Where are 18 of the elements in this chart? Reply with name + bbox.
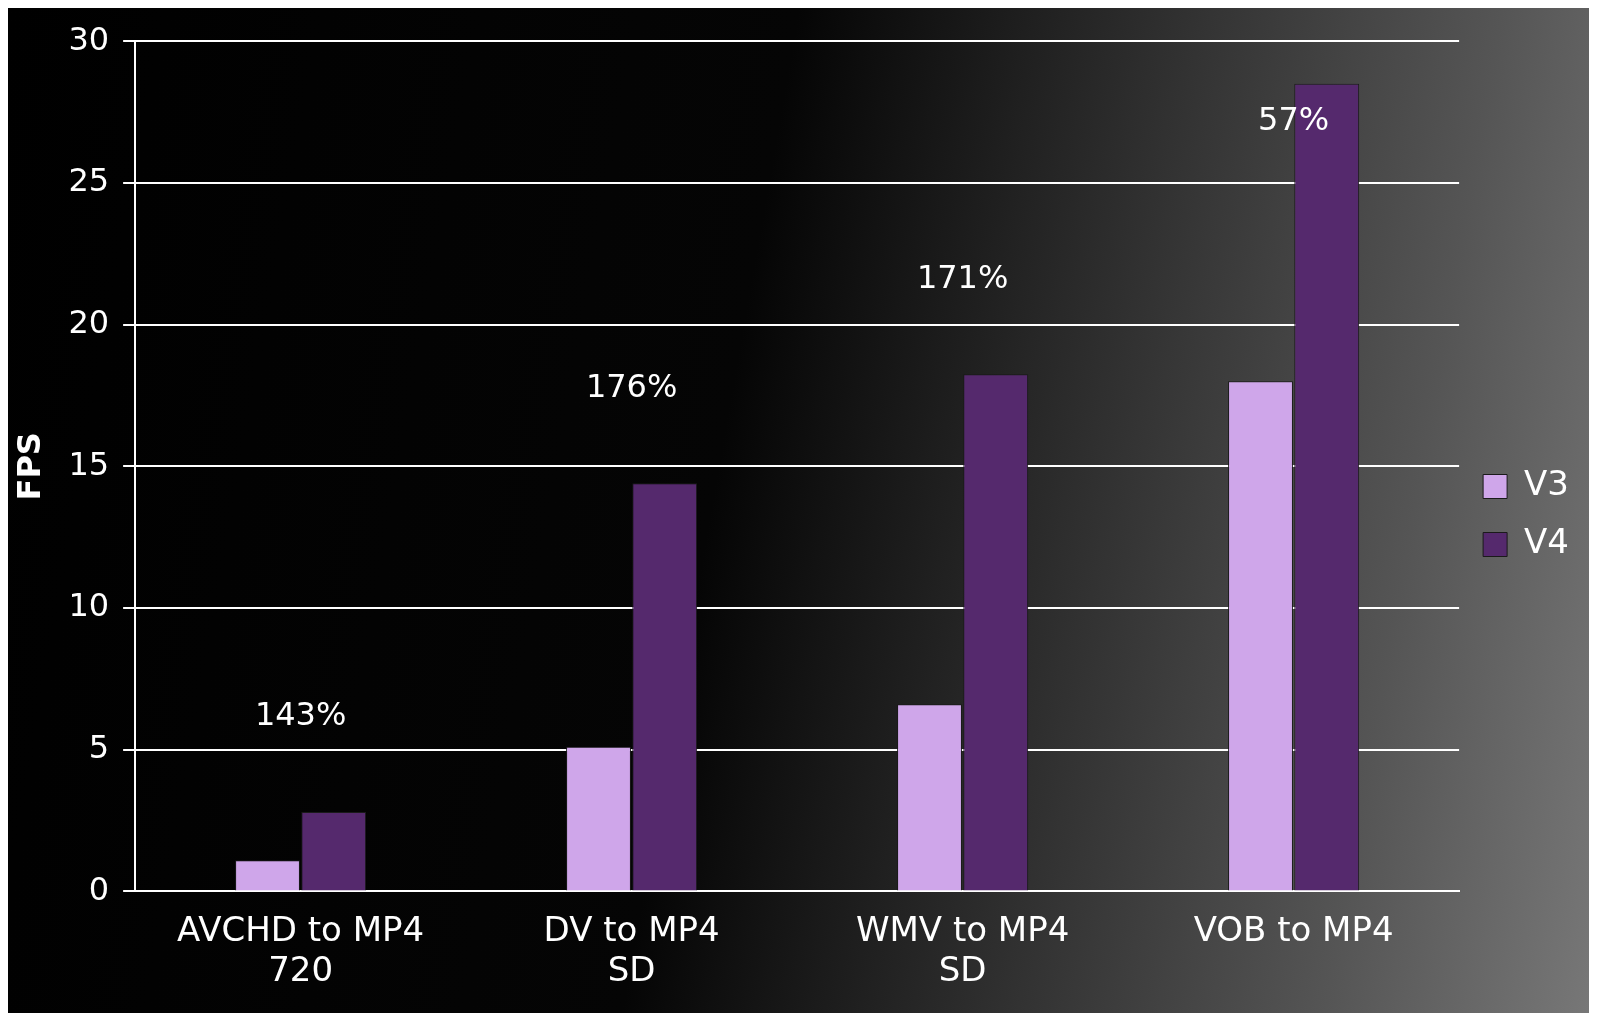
annotation: 176% [585,366,678,405]
legend-label: V4 [1524,521,1569,562]
y-tick-label: 25 [68,161,110,200]
annotation: 171% [916,257,1009,296]
x-tick-label: AVCHD to MP4 720 [177,908,425,990]
y-tick-label: 0 [88,869,110,908]
y-tick-label: 15 [68,444,110,483]
y-axis-title: FPS [9,432,48,501]
y-tick-label: 5 [88,728,110,767]
annotation: 57% [1258,99,1330,138]
x-tick-label: VOB to MP4 [1193,908,1394,949]
annotation: 143% [254,695,347,734]
y-tick-label: 30 [68,19,110,58]
y-tick-label: 10 [68,586,110,625]
legend-label: V3 [1524,463,1569,504]
y-tick-label: 20 [68,302,110,341]
x-tick-label: DV to MP4 SD [543,908,720,990]
x-tick-label: WMV to MP4 SD [855,908,1070,990]
